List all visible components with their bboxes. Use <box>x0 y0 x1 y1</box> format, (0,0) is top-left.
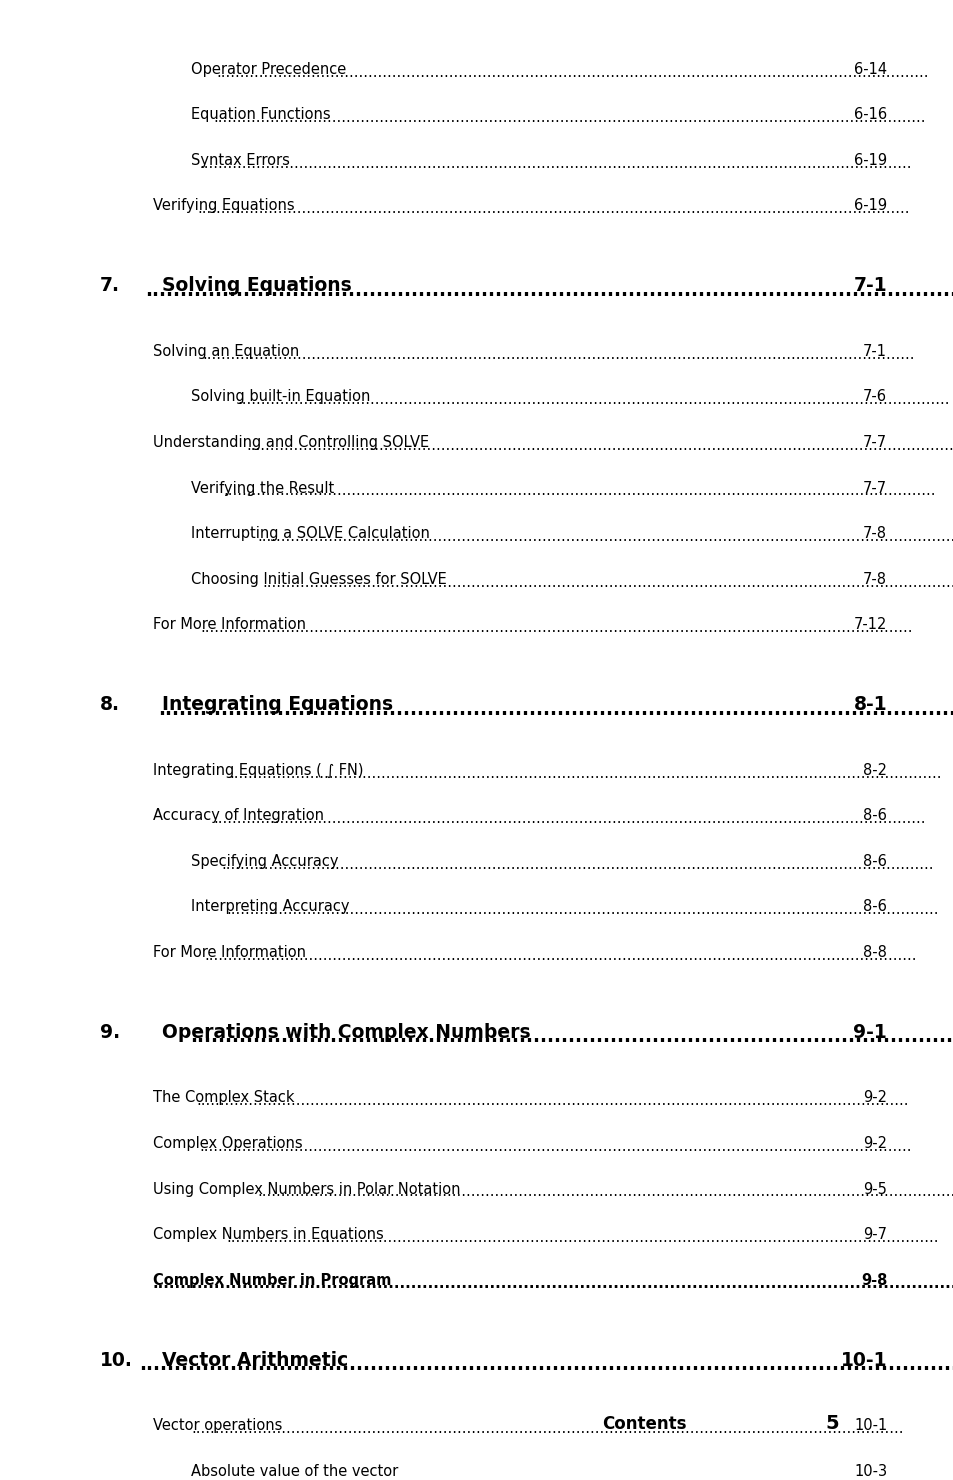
Text: Solving an Equation: Solving an Equation <box>152 343 298 358</box>
Text: Verifying the Result: Verifying the Result <box>191 481 334 496</box>
Text: Vector Arithmetic: Vector Arithmetic <box>162 1351 348 1369</box>
Text: 6-19: 6-19 <box>853 152 886 167</box>
Text: Operator Precedence: Operator Precedence <box>191 62 346 77</box>
Text: 9.: 9. <box>100 1023 120 1042</box>
Text: 7-1: 7-1 <box>853 277 886 296</box>
Text: Specifying Accuracy: Specifying Accuracy <box>191 854 338 869</box>
Text: ................................................................................: ........................................… <box>221 857 933 872</box>
Text: 8-6: 8-6 <box>862 900 886 915</box>
Text: ................................................................................: ........................................… <box>224 484 935 499</box>
Text: Integrating Equations: Integrating Equations <box>162 696 393 715</box>
Text: 9-2: 9-2 <box>862 1137 886 1151</box>
Text: 7-8: 7-8 <box>862 571 886 586</box>
Text: ................................................................................: ........................................… <box>196 1094 908 1109</box>
Text: For More Information: For More Information <box>152 617 305 632</box>
Text: ................................................................................: ........................................… <box>262 574 953 589</box>
Text: Using Complex Numbers in Polar Notation: Using Complex Numbers in Polar Notation <box>152 1181 459 1196</box>
Text: 7-7: 7-7 <box>862 435 886 450</box>
Text: 8-8: 8-8 <box>862 944 886 961</box>
Text: ................................................................................: ........................................… <box>197 201 909 216</box>
Text: 9-7: 9-7 <box>862 1227 886 1242</box>
Text: 8.: 8. <box>100 696 120 715</box>
Text: Equation Functions: Equation Functions <box>191 107 330 123</box>
Text: 10-1: 10-1 <box>840 1351 886 1369</box>
Text: ................................................................................: ........................................… <box>202 346 914 361</box>
Text: Complex Numbers in Equations: Complex Numbers in Equations <box>152 1227 383 1242</box>
Text: ................................................................................: ........................................… <box>226 903 938 918</box>
Text: ................................................................................: ........................................… <box>257 1184 953 1199</box>
Text: 10-3: 10-3 <box>853 1464 886 1479</box>
Text: 6-14: 6-14 <box>853 62 886 77</box>
Text: ................................................................................: ........................................… <box>246 438 953 453</box>
Text: Complex Number in Program: Complex Number in Program <box>152 1273 391 1288</box>
Text: Complex Operations: Complex Operations <box>152 1137 302 1151</box>
Text: 9-1: 9-1 <box>853 1023 886 1042</box>
Text: ................................................................................: ........................................… <box>230 765 942 780</box>
Text: Solving built-in Equation: Solving built-in Equation <box>191 389 370 404</box>
Text: Contents: Contents <box>601 1415 686 1433</box>
Text: Verifying Equations: Verifying Equations <box>152 198 294 213</box>
Text: The Complex Stack: The Complex Stack <box>152 1091 294 1106</box>
Text: ................................................................................: ........................................… <box>227 1230 939 1245</box>
Text: ................................................................................: ........................................… <box>205 947 916 963</box>
Text: ................................................................................: ........................................… <box>213 811 924 826</box>
Text: Integrating Equations ( ∫ FN): Integrating Equations ( ∫ FN) <box>152 762 363 778</box>
Text: ................................................................................: ........................................… <box>152 1276 953 1291</box>
Text: ................................................................................: ........................................… <box>158 700 953 718</box>
Text: 9-2: 9-2 <box>862 1091 886 1106</box>
Text: ................................................................................: ........................................… <box>213 110 925 126</box>
Text: ................................................................................: ........................................… <box>241 1467 953 1480</box>
Text: 10.: 10. <box>100 1351 132 1369</box>
Text: 8-1: 8-1 <box>853 696 886 715</box>
Text: 7.: 7. <box>100 277 120 296</box>
Text: 7-8: 7-8 <box>862 525 886 542</box>
Text: ................................................................................: ........................................… <box>199 1140 911 1154</box>
Text: ................................................................................: ........................................… <box>199 155 911 170</box>
Text: 7-7: 7-7 <box>862 481 886 496</box>
Text: 7-1: 7-1 <box>862 343 886 358</box>
Text: ................................................................................: ........................................… <box>192 1421 903 1436</box>
Text: ................................................................................: ........................................… <box>191 1027 953 1046</box>
Text: 8-2: 8-2 <box>862 762 886 777</box>
Text: ................................................................................: ........................................… <box>237 392 949 407</box>
Text: 10-1: 10-1 <box>853 1418 886 1433</box>
Text: 6-16: 6-16 <box>853 107 886 123</box>
Text: For More Information: For More Information <box>152 944 305 961</box>
Text: 9-5: 9-5 <box>862 1181 886 1196</box>
Text: Choosing Initial Guesses for SOLVE: Choosing Initial Guesses for SOLVE <box>191 571 446 586</box>
Text: ................................................................................: ........................................… <box>216 65 928 80</box>
Text: Interpreting Accuracy: Interpreting Accuracy <box>191 900 349 915</box>
Text: Operations with Complex Numbers: Operations with Complex Numbers <box>162 1023 530 1042</box>
Text: 7-6: 7-6 <box>862 389 886 404</box>
Text: 9-8: 9-8 <box>860 1273 886 1288</box>
Text: 5: 5 <box>825 1413 839 1433</box>
Text: Understanding and Controlling SOLVE: Understanding and Controlling SOLVE <box>152 435 428 450</box>
Text: Syntax Errors: Syntax Errors <box>191 152 290 167</box>
Text: 8-6: 8-6 <box>862 808 886 823</box>
Text: 8-6: 8-6 <box>862 854 886 869</box>
Text: 6-19: 6-19 <box>853 198 886 213</box>
Text: Accuracy of Integration: Accuracy of Integration <box>152 808 323 823</box>
Text: ................................................................................: ........................................… <box>145 281 953 299</box>
Text: ................................................................................: ........................................… <box>200 620 911 635</box>
Text: ................................................................................: ........................................… <box>139 1354 953 1373</box>
Text: ................................................................................: ........................................… <box>256 528 953 545</box>
Text: Absolute value of the vector: Absolute value of the vector <box>191 1464 397 1479</box>
Text: 7-12: 7-12 <box>853 617 886 632</box>
Text: Vector operations: Vector operations <box>152 1418 282 1433</box>
Text: Solving Equations: Solving Equations <box>162 277 352 296</box>
Text: Interrupting a SOLVE Calculation: Interrupting a SOLVE Calculation <box>191 525 429 542</box>
